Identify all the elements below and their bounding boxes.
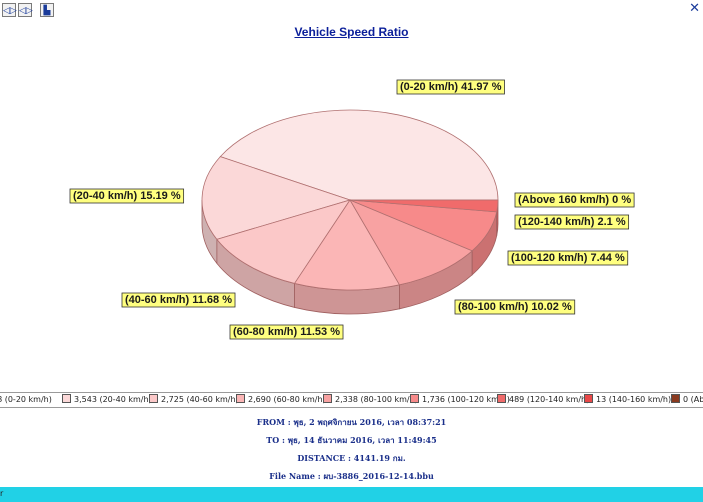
legend-swatch (62, 394, 71, 403)
legend-label: 2,338 (80-100 km/h) (335, 395, 418, 404)
legend-swatch (671, 394, 680, 403)
legend-swatch (584, 394, 593, 403)
slice-label-4: (80-100 km/h) 10.02 % (454, 299, 576, 315)
legend-label: 489 (120-140 km/h) (509, 395, 590, 404)
back-arrow-icon[interactable]: ◁▷ (2, 3, 17, 17)
slice-label-1: (20-40 km/h) 15.19 % (69, 188, 185, 204)
svg-text:(60-80 km/h) 11.53 %: (60-80 km/h) 11.53 % (233, 326, 340, 338)
slice-label-0: (0-20 km/h) 41.97 % (396, 79, 505, 95)
legend-label: 0 (Abo (683, 395, 703, 404)
legend-item: 2,725 (40-60 km/h) (149, 394, 239, 406)
svg-text:(Above 160 km/h) 0 %: (Above 160 km/h) 0 % (518, 194, 631, 206)
pie-slice-6 (349, 199, 499, 213)
legend-item: 0 (Abo (671, 394, 703, 406)
slice-label-5: (100-120 km/h) 7.44 % (507, 250, 629, 266)
svg-text:(40-60 km/h) 11.68 %: (40-60 km/h) 11.68 % (125, 294, 232, 306)
legend-item: 2,690 (60-80 km/h) (236, 394, 326, 406)
legend-swatch (323, 394, 332, 403)
pie-slice-2 (216, 199, 351, 284)
svg-text:(20-40 km/h) 15.19 %: (20-40 km/h) 15.19 % (73, 190, 181, 202)
legend-item: 68 (0-20 km/h) (0, 394, 52, 406)
legend-item: 3,543 (20-40 km/h) (62, 394, 152, 406)
toolbar: ◁▷ ◁▷ ▙ ✕ (0, 0, 703, 22)
svg-text:(120-140 km/h) 2.1 %: (120-140 km/h) 2.1 % (518, 216, 626, 228)
distance-line: DISTANCE : 4141.19 กม. (297, 453, 406, 463)
pie-chart: (0-20 km/h) 41.97 % (20-40 km/h) 15.19 % (… (69, 79, 635, 340)
status-text: r (0, 489, 4, 498)
legend-label: 2,725 (40-60 km/h) (161, 395, 239, 404)
svg-text:(100-120 km/h) 7.44 %: (100-120 km/h) 7.44 % (511, 252, 625, 264)
status-strip (0, 487, 703, 502)
svg-text:(80-100 km/h) 10.02 %: (80-100 km/h) 10.02 % (458, 301, 572, 313)
legend: 68 (0-20 km/h) 3,543 (20-40 km/h) 2,725 (… (0, 392, 703, 408)
legend-item: 2,338 (80-100 km/h) (323, 394, 418, 406)
close-icon[interactable]: ✕ (689, 1, 700, 16)
pie-slice-0 (219, 109, 499, 201)
forward-arrow-icon[interactable]: ◁▷ (18, 3, 33, 17)
legend-item: 1,736 (100-120 km/h) (410, 394, 510, 406)
pie-slice-4 (349, 199, 473, 286)
file-name-line: File Name : ผบ-3886_2016-12-14.bbu (269, 471, 434, 481)
slice-label-7: (Above 160 km/h) 0 % (514, 192, 635, 208)
legend-swatch (236, 394, 245, 403)
to-line: TO : พุธ, 14 ธันวาคม 2016, เวลา 11:49:45 (266, 435, 437, 445)
slice-label-3: (60-80 km/h) 11.53 % (229, 324, 344, 340)
slice-label-6: (120-140 km/h) 2.1 % (514, 214, 630, 230)
legend-label: 1,736 (100-120 km/h) (422, 395, 510, 404)
pie-slice-1 (201, 156, 352, 240)
svg-text:(0-20 km/h) 41.97 %: (0-20 km/h) 41.97 % (400, 81, 502, 93)
print-icon[interactable]: ▙ (40, 3, 54, 17)
chart-title: Vehicle Speed Ratio (294, 25, 409, 39)
legend-item: 13 (140-160 km/h) (584, 394, 671, 406)
legend-label: 68 (0-20 km/h) (0, 395, 52, 404)
legend-item: 489 (120-140 km/h) (497, 394, 589, 406)
pie-slice-3 (293, 199, 401, 291)
legend-label: 13 (140-160 km/h) (596, 395, 672, 404)
legend-swatch (497, 394, 506, 403)
slice-label-2: (40-60 km/h) 11.68 % (121, 292, 236, 308)
legend-swatch (149, 394, 158, 403)
legend-swatch (410, 394, 419, 403)
legend-label: 3,543 (20-40 km/h) (74, 395, 152, 404)
from-line: FROM : พุธ, 2 พฤศจิกายน 2016, เวลา 08:37… (256, 417, 447, 427)
legend-label: 2,690 (60-80 km/h) (248, 395, 326, 404)
